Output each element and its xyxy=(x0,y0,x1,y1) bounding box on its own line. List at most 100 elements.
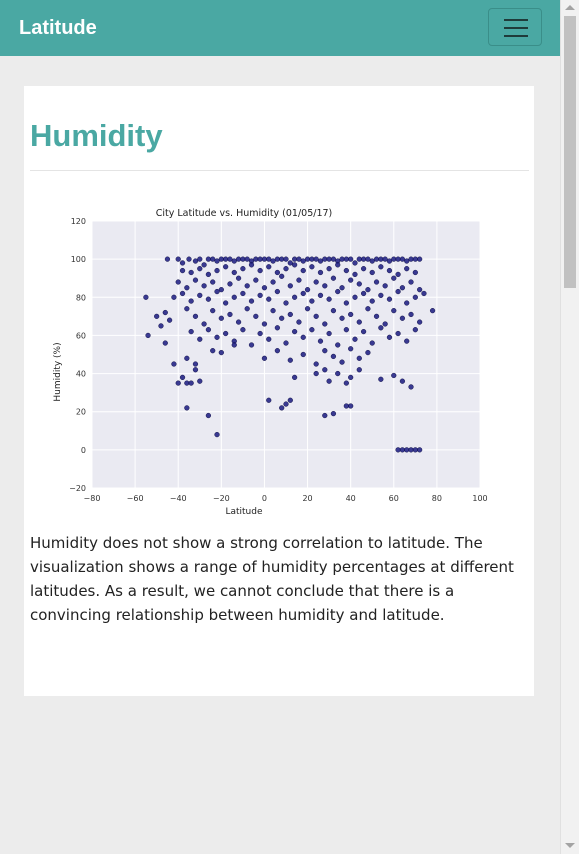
scatter-point xyxy=(391,256,397,262)
scroll-down-arrow-icon[interactable] xyxy=(565,843,575,848)
scatter-point xyxy=(330,308,337,314)
scatter-point xyxy=(253,277,259,283)
scatter-point xyxy=(421,290,427,297)
scatter-point xyxy=(287,260,293,266)
scatter-point xyxy=(326,296,332,302)
scatter-point xyxy=(292,256,298,262)
scatter-point xyxy=(240,290,246,297)
scatter-point xyxy=(404,258,410,264)
chart-ylabel: Humidity (%) xyxy=(53,342,63,401)
scatter-point xyxy=(261,321,268,327)
scatter-point xyxy=(248,342,255,348)
scatter-point xyxy=(404,447,410,453)
scatter-point xyxy=(326,256,332,262)
scatter-point xyxy=(322,283,328,289)
vertical-scrollbar[interactable] xyxy=(560,0,579,854)
scatter-point xyxy=(192,277,199,283)
navbar-brand[interactable]: Latitude xyxy=(19,17,97,39)
scatter-point xyxy=(184,306,190,312)
scatter-point xyxy=(322,367,328,373)
scatter-point xyxy=(317,338,324,344)
scatter-point xyxy=(188,298,194,304)
scatter-point xyxy=(317,258,324,264)
scatter-point xyxy=(143,294,149,300)
scatter-point xyxy=(348,346,354,352)
scatter-point xyxy=(296,319,302,325)
scatter-point xyxy=(373,279,380,285)
scatter-point xyxy=(166,317,173,323)
y-tick-label: 120 xyxy=(71,217,86,226)
scatter-point xyxy=(399,256,406,262)
scatter-point xyxy=(343,403,349,409)
scatter-point xyxy=(266,397,272,403)
scatter-point xyxy=(408,279,414,285)
scatter-point xyxy=(188,269,194,276)
scatter-point xyxy=(412,294,418,300)
scatter-point xyxy=(171,361,177,367)
chart-title: City Latitude vs. Humidity (01/05/17) xyxy=(156,208,333,219)
scatter-point xyxy=(261,256,268,262)
scrollbar-thumb[interactable] xyxy=(564,16,576,288)
scatter-point xyxy=(274,325,280,331)
scatter-point xyxy=(145,332,151,339)
scatter-point xyxy=(274,348,280,354)
hamburger-menu-icon xyxy=(504,19,528,21)
scatter-point xyxy=(339,315,345,321)
scatter-point xyxy=(330,275,337,281)
scatter-point xyxy=(391,372,397,379)
scatter-point xyxy=(317,269,324,276)
scatter-point xyxy=(395,447,401,453)
scatter-point xyxy=(210,348,216,354)
scatter-point xyxy=(266,296,272,302)
scatter-point xyxy=(266,336,272,342)
x-tick-label: 80 xyxy=(432,494,442,503)
scatter-point xyxy=(404,266,410,272)
scatter-point xyxy=(227,281,233,287)
scatter-point xyxy=(192,258,199,264)
scatter-point xyxy=(326,330,332,337)
scatter-point xyxy=(279,405,285,411)
scatter-point xyxy=(179,374,186,380)
scatter-point xyxy=(408,256,414,262)
scatter-point xyxy=(326,266,332,272)
scatter-point xyxy=(175,279,181,285)
scatter-point xyxy=(399,378,406,384)
scatter-point xyxy=(300,351,306,358)
scatter-point xyxy=(231,294,237,300)
y-tick-label: 80 xyxy=(76,293,86,302)
scatter-point xyxy=(214,288,220,295)
scatter-point xyxy=(235,319,242,325)
scatter-point xyxy=(417,287,423,293)
scatter-point xyxy=(188,329,194,335)
scatter-point xyxy=(287,311,293,318)
scatter-point xyxy=(378,256,384,262)
scatter-point xyxy=(261,285,268,291)
humidity-scatter-chart: City Latitude vs. Humidity (01/05/17) La… xyxy=(53,208,488,517)
scatter-point xyxy=(210,279,216,285)
scatter-point xyxy=(369,340,375,346)
scatter-point xyxy=(300,334,306,340)
scatter-point xyxy=(231,269,237,276)
x-tick-label: −20 xyxy=(213,494,230,503)
scatter-point xyxy=(197,336,203,342)
x-tick-label: 100 xyxy=(472,494,487,503)
scatter-point xyxy=(330,256,337,262)
y-tick-label: −20 xyxy=(69,484,86,493)
y-tick-label: 40 xyxy=(76,370,86,379)
scatter-point xyxy=(352,294,358,300)
scatter-point xyxy=(313,256,319,262)
scatter-point xyxy=(240,327,246,333)
scatter-point xyxy=(292,374,298,380)
scroll-up-arrow-icon[interactable] xyxy=(565,5,575,10)
scatter-point xyxy=(214,267,220,274)
scatter-point xyxy=(235,256,242,262)
scatter-point xyxy=(283,300,289,306)
scatter-point xyxy=(343,267,349,274)
scatter-point xyxy=(361,256,367,262)
scatter-point xyxy=(279,273,285,279)
scatter-point xyxy=(210,256,216,262)
scatter-point xyxy=(218,315,224,321)
hamburger-menu-button[interactable] xyxy=(488,8,542,46)
scatter-point xyxy=(223,256,229,262)
scatter-point xyxy=(429,308,436,314)
